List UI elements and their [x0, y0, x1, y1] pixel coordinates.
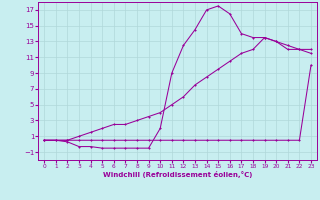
X-axis label: Windchill (Refroidissement éolien,°C): Windchill (Refroidissement éolien,°C) [103, 171, 252, 178]
